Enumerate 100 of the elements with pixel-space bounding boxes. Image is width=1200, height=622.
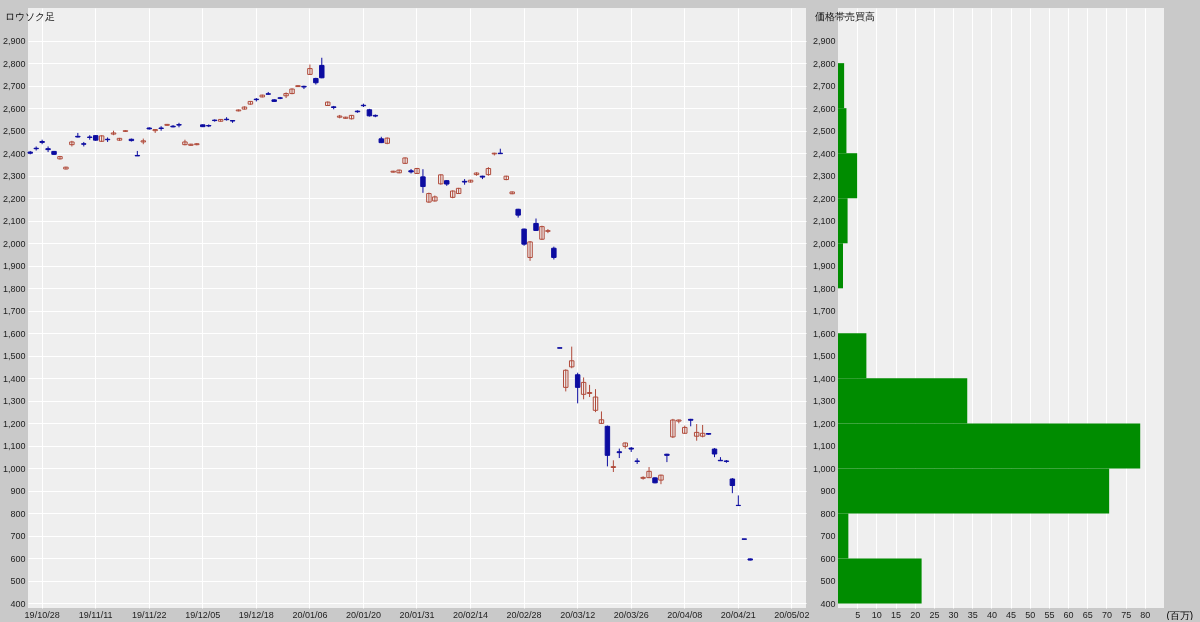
x-tick-label: 25: [929, 609, 940, 620]
x-tick-label: 10: [871, 609, 882, 620]
candlestick: [735, 494, 742, 507]
y-tick-label: 1,900: [812, 261, 836, 272]
y-tick-label: 900: [820, 486, 836, 497]
y-tick-label: 1,700: [2, 306, 26, 317]
x-tick-label: 20/05/02: [774, 609, 810, 620]
y-tick-label: 700: [820, 531, 836, 542]
candlestick: [527, 240, 533, 262]
y-tick-label: 1,000: [812, 463, 836, 474]
y-tick-label: 2,900: [2, 36, 26, 47]
candlestick: [598, 410, 605, 425]
y-tick-label: 1,400: [812, 373, 836, 384]
y-tick-label: 1,800: [812, 283, 836, 294]
y-tick-label: 2,700: [812, 81, 836, 92]
y-tick-label: 500: [820, 576, 836, 587]
y-tick-label: 1,400: [2, 373, 26, 384]
y-tick-label: 2,200: [812, 193, 836, 204]
y-tick-label: 1,200: [2, 418, 26, 429]
y-tick-label: 2,400: [2, 148, 26, 159]
candlestick: [170, 124, 176, 128]
x-tick-label: 35: [967, 609, 978, 620]
y-tick-label: 2,800: [812, 58, 836, 69]
x-tick-label: 65: [1082, 609, 1093, 620]
y-tick-label: 2,100: [812, 216, 836, 227]
x-axis-title: (百万): [1166, 609, 1194, 621]
candlestick: [402, 156, 408, 165]
y-tick-label: 2,500: [812, 126, 836, 137]
candlestick: [307, 64, 313, 76]
y-tick-label: 2,100: [2, 216, 26, 227]
y-tick-label: 1,200: [812, 418, 836, 429]
candlestick: [45, 145, 51, 153]
x-tick-label: 70: [1101, 609, 1112, 620]
y-tick-label: 1,600: [812, 328, 836, 339]
x-tick-label: 80: [1140, 609, 1151, 620]
y-tick-label: 2,200: [2, 193, 26, 204]
y-tick-label: 2,000: [2, 238, 26, 249]
y-tick-label: 2,700: [2, 81, 26, 92]
y-tick-label: 1,300: [812, 396, 836, 407]
candlestick: [158, 125, 164, 132]
y-tick-label: 2,000: [812, 238, 836, 249]
y-tick-label: 600: [820, 553, 836, 564]
x-tick-label: 20: [910, 609, 921, 620]
y-tick-label: 1,500: [812, 351, 836, 362]
y-tick-label: 2,300: [812, 171, 836, 182]
y-tick-label: 2,900: [812, 36, 836, 47]
candlestick: [420, 168, 426, 194]
x-tick-label: 20/03/12: [560, 609, 596, 620]
x-tick-label: 19/10/28: [24, 609, 60, 620]
y-tick-label: 2,800: [2, 58, 26, 69]
candlestick: [563, 368, 569, 392]
x-tick-label: 55: [1044, 609, 1055, 620]
x-tick-label: 20/03/26: [613, 609, 649, 620]
x-tick-label: 19/12/18: [238, 609, 274, 620]
x-tick-label: 15: [891, 609, 902, 620]
y-tick-label: 2,400: [812, 148, 836, 159]
y-tick-label: 2,500: [2, 126, 26, 137]
x-tick-label: 19/11/22: [132, 609, 167, 620]
x-tick-label: 20/01/06: [292, 609, 328, 620]
y-tick-label: 1,700: [812, 306, 836, 317]
y-tick-label: 2,600: [812, 103, 836, 114]
candlestick: [414, 167, 420, 175]
x-tick-label: 20/02/14: [453, 609, 489, 620]
y-tick-label: 1,100: [812, 441, 836, 452]
y-tick-label: 600: [10, 553, 26, 564]
x-tick-label: 45: [1006, 609, 1017, 620]
y-tick-label: 400: [820, 599, 836, 609]
x-tick-label: 19/11/11: [78, 609, 113, 620]
x-tick-label: 20/02/28: [506, 609, 542, 620]
chart-title: 価格帯売買高: [815, 11, 876, 22]
candlestick: [658, 474, 664, 485]
y-tick-label: 800: [10, 508, 26, 519]
x-tick-label: 20/01/31: [399, 609, 435, 620]
candlestick: [438, 173, 444, 186]
y-tick-label: 2,600: [2, 103, 26, 114]
y-tick-label: 800: [820, 508, 836, 519]
x-tick-label: 19/12/05: [185, 609, 221, 620]
candlestick: [574, 372, 581, 404]
y-tick-label: 500: [10, 576, 26, 587]
x-tick-label: 20/01/20: [345, 609, 381, 620]
x-tick-label: 75: [1121, 609, 1132, 620]
y-tick-label: 700: [10, 531, 26, 542]
x-tick-label: 30: [948, 609, 959, 620]
x-tick-label: 50: [1025, 609, 1036, 620]
candlestick: [57, 155, 63, 161]
x-tick-label: 40: [986, 609, 997, 620]
y-tick-label: 1,600: [2, 328, 26, 339]
y-tick-label: 1,000: [2, 463, 26, 474]
y-tick-label: 2,300: [2, 171, 26, 182]
chart-title: ロウソク足: [5, 11, 56, 22]
y-tick-label: 1,100: [2, 441, 26, 452]
y-tick-label: 400: [10, 599, 26, 609]
y-tick-label: 1,500: [2, 351, 26, 362]
x-tick-label: 20/04/08: [667, 609, 703, 620]
y-tick-label: 1,900: [2, 261, 26, 272]
candlestick: [664, 453, 670, 463]
x-tick-label: 5: [855, 609, 861, 620]
x-tick-label: 60: [1063, 609, 1074, 620]
x-tick-label: 20/04/21: [720, 609, 756, 620]
y-tick-label: 1,300: [2, 396, 26, 407]
